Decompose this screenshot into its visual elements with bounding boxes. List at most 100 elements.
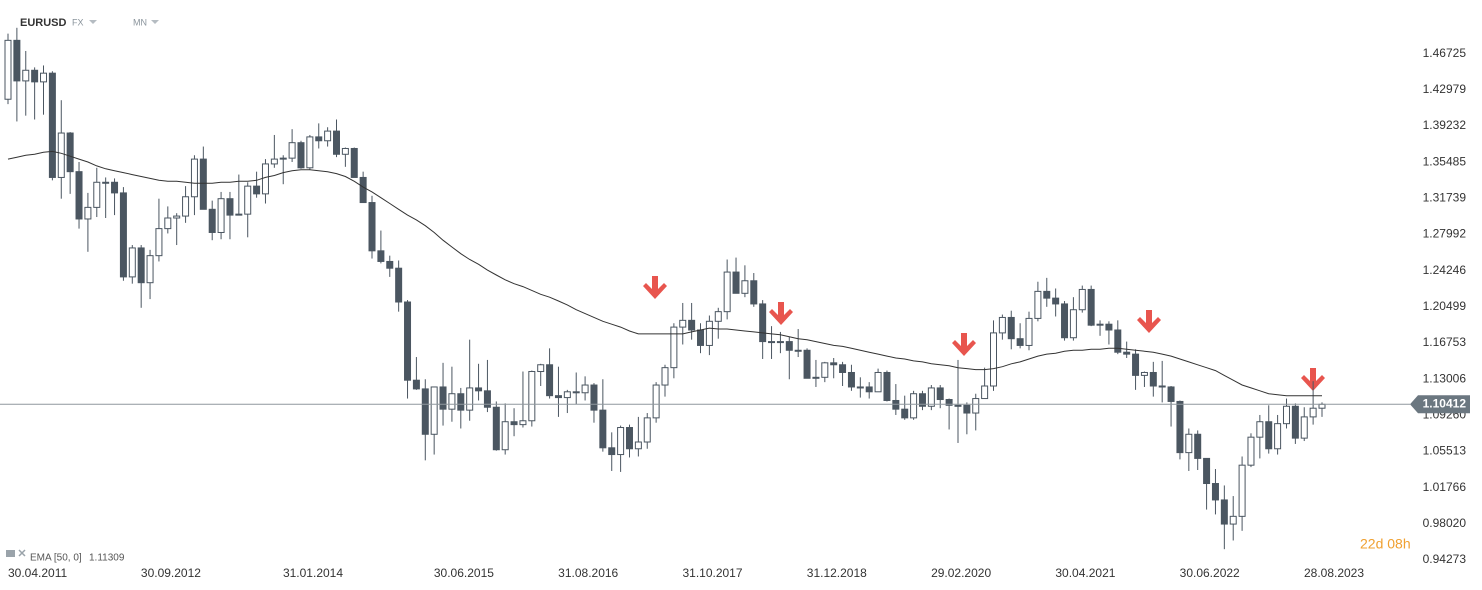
candle-body [66, 132, 74, 173]
ema-value: 1.11309 [89, 553, 125, 564]
candle-body [182, 196, 190, 217]
candle-body [945, 399, 953, 406]
candle-body [412, 379, 420, 390]
candle-body [963, 404, 971, 414]
candle-body [386, 260, 394, 269]
candle-body [448, 393, 456, 410]
down-arrow [769, 302, 793, 325]
candle-body [128, 247, 136, 278]
candle-body [519, 420, 527, 426]
candle-body [48, 72, 56, 178]
close-icon[interactable] [18, 549, 26, 557]
candle-body [1211, 483, 1219, 501]
candle-body [1309, 407, 1317, 418]
candle-body [261, 163, 269, 195]
candle-body [910, 393, 918, 419]
y-tick-label: 0.94273 [1423, 552, 1467, 566]
candle-body [821, 362, 829, 378]
candle-body [297, 142, 305, 169]
y-tick-label: 1.05513 [1423, 444, 1467, 458]
candle-body [1078, 288, 1086, 311]
candle-body [31, 69, 39, 83]
y-tick-label: 1.39232 [1423, 118, 1467, 132]
candle-body [812, 376, 820, 379]
countdown: 22d 08h [1360, 536, 1411, 552]
y-tick-label: 1.27992 [1423, 227, 1467, 241]
candle-body [1114, 329, 1122, 353]
candle-body [1158, 385, 1166, 388]
candle-body [1203, 457, 1211, 485]
candle-body [368, 202, 376, 252]
candle-body [1274, 423, 1282, 450]
candle-body [235, 213, 243, 216]
candle-body [741, 280, 749, 294]
candle-body [164, 217, 172, 230]
ema-line [7, 150, 1322, 397]
candle-body [350, 147, 358, 178]
candle-body [208, 208, 216, 233]
y-tick-label: 1.16753 [1423, 335, 1467, 349]
candle-body [874, 371, 882, 393]
candle-body [466, 387, 474, 411]
x-tick-label: 31.01.2014 [283, 566, 343, 580]
candle-body [1087, 288, 1095, 326]
candle-body [1105, 323, 1113, 331]
candle-body [1034, 290, 1042, 319]
x-tick-label: 31.08.2016 [558, 566, 618, 580]
candle-body [661, 367, 669, 386]
x-tick-label: 30.04.2021 [1055, 566, 1115, 580]
candle-body [883, 371, 891, 401]
candle-body [830, 362, 838, 366]
candle-body [572, 391, 580, 394]
candle-body [927, 387, 935, 407]
candle-body [581, 384, 589, 394]
indicator-icon[interactable] [6, 550, 15, 557]
candle-body [839, 364, 847, 373]
candle-body [40, 72, 48, 83]
candle-body [1194, 433, 1202, 459]
candle-body [776, 341, 784, 344]
dropdown-icon[interactable] [89, 20, 97, 24]
candle-body [590, 384, 598, 411]
candle-body [918, 393, 926, 407]
symbol[interactable]: EURUSD [20, 17, 67, 29]
candle-body [528, 371, 536, 422]
x-tick-label: 30.09.2012 [141, 566, 201, 580]
candle-body [439, 386, 447, 410]
candle-body [794, 349, 802, 352]
candle-body [510, 421, 518, 426]
down-arrow [643, 276, 667, 299]
candle-body [111, 181, 119, 194]
candle-body [563, 391, 571, 399]
interval[interactable]: MN [133, 17, 147, 27]
candle-body [652, 384, 660, 419]
candle-body [137, 247, 145, 284]
candle-body [492, 406, 500, 451]
candle-body [359, 176, 367, 204]
candle-body [315, 136, 323, 142]
candle-body [670, 326, 678, 369]
candle-body [750, 280, 758, 305]
dropdown-icon[interactable] [151, 20, 159, 24]
candle-body [1167, 386, 1175, 402]
candle-body [1176, 400, 1184, 454]
candle-body [226, 198, 234, 216]
candle-body [608, 447, 616, 456]
candle-body [892, 399, 900, 410]
candle-body [714, 311, 722, 322]
candle-body [57, 132, 65, 178]
candle-body [803, 349, 811, 379]
candle-body [475, 387, 483, 392]
candle-body [279, 157, 287, 160]
candle-body [1140, 371, 1148, 376]
candle-body [954, 404, 962, 407]
candle-body [75, 171, 83, 220]
y-tick-label: 1.01766 [1423, 480, 1467, 494]
candle-body [1052, 297, 1060, 305]
candle-body [22, 69, 30, 82]
x-tick-label: 30.04.2011 [8, 566, 67, 580]
candle-body [1265, 421, 1273, 450]
candle-body [1318, 403, 1326, 409]
candle-body [981, 385, 989, 400]
candle-body [306, 136, 314, 169]
